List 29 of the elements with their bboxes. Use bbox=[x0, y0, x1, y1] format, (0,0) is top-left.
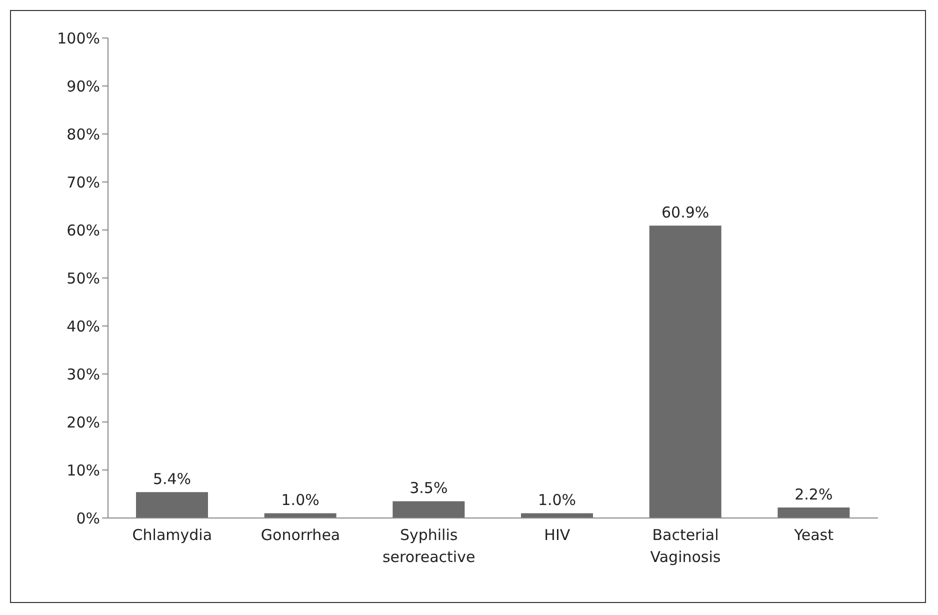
data-label: 2.2% bbox=[794, 485, 833, 504]
data-label: 3.5% bbox=[410, 479, 448, 498]
data-label: 1.0% bbox=[281, 491, 320, 510]
bar bbox=[778, 507, 850, 518]
data-label: 60.9% bbox=[662, 204, 710, 222]
y-tick-label: 90% bbox=[66, 77, 100, 96]
y-tick-label: 40% bbox=[66, 317, 100, 336]
x-tick-label: HIV bbox=[544, 526, 571, 544]
bar bbox=[264, 513, 336, 518]
data-label: 1.0% bbox=[538, 491, 576, 510]
data-label: 5.4% bbox=[152, 470, 192, 488]
bar bbox=[136, 492, 208, 518]
bar bbox=[521, 513, 593, 518]
y-tick-label: 60% bbox=[66, 221, 100, 240]
y-tick-label: 0% bbox=[76, 509, 100, 528]
x-tick-label: Chlamydia bbox=[132, 526, 212, 544]
y-tick-label: 100% bbox=[57, 29, 100, 48]
x-tick-label: Syphilis seroreactive bbox=[382, 526, 476, 566]
y-tick-label: 50% bbox=[66, 269, 100, 288]
x-tick-label: Yeast bbox=[793, 526, 834, 544]
y-tick-label: 80% bbox=[66, 125, 100, 144]
y-tick-label: 30% bbox=[66, 365, 100, 384]
y-tick-label: 20% bbox=[66, 413, 100, 432]
y-tick-label: 70% bbox=[66, 173, 100, 192]
x-tick-label: Gonorrhea bbox=[260, 526, 340, 544]
bar bbox=[392, 501, 465, 518]
bar bbox=[649, 226, 722, 518]
y-tick-label: 10% bbox=[66, 461, 100, 480]
x-tick-label: Bacterial Vaginosis bbox=[650, 526, 721, 566]
